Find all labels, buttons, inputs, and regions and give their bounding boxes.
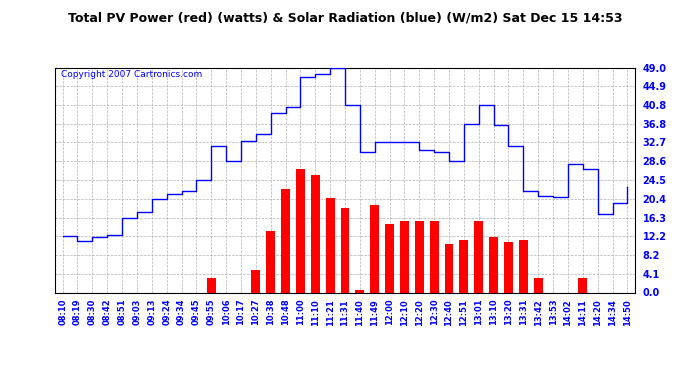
- Bar: [251, 270, 260, 292]
- Bar: [444, 244, 453, 292]
- Bar: [415, 221, 424, 292]
- Bar: [474, 221, 483, 292]
- Bar: [326, 198, 335, 292]
- Bar: [534, 278, 542, 292]
- Text: Copyright 2007 Cartronics.com: Copyright 2007 Cartronics.com: [61, 70, 202, 79]
- Bar: [460, 240, 469, 292]
- Bar: [385, 224, 394, 292]
- Bar: [341, 207, 349, 292]
- Bar: [400, 221, 409, 292]
- Bar: [371, 205, 380, 292]
- Bar: [578, 278, 587, 292]
- Bar: [430, 221, 439, 292]
- Bar: [207, 278, 216, 292]
- Bar: [504, 242, 513, 292]
- Bar: [266, 231, 275, 292]
- Text: Total PV Power (red) (watts) & Solar Radiation (blue) (W/m2) Sat Dec 15 14:53: Total PV Power (red) (watts) & Solar Rad…: [68, 11, 622, 24]
- Bar: [296, 168, 305, 292]
- Bar: [281, 189, 290, 292]
- Bar: [310, 176, 319, 292]
- Bar: [489, 237, 498, 292]
- Bar: [355, 290, 364, 292]
- Bar: [519, 240, 528, 292]
